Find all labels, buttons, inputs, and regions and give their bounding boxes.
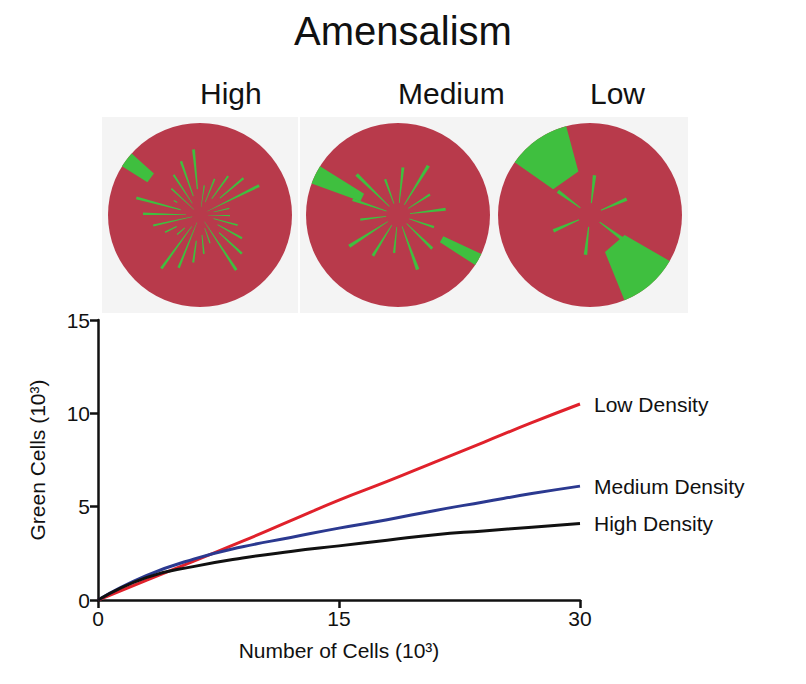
- svg-text:Medium Density: Medium Density: [594, 475, 745, 498]
- svg-text:15: 15: [67, 309, 90, 332]
- svg-text:0: 0: [92, 607, 104, 630]
- svg-text:Low: Low: [590, 77, 645, 110]
- svg-text:High: High: [200, 77, 262, 110]
- svg-text:5: 5: [78, 495, 90, 518]
- svg-text:10: 10: [67, 402, 90, 425]
- svg-text:Green Cells (10³): Green Cells (10³): [26, 379, 49, 540]
- svg-text:0: 0: [78, 589, 90, 612]
- svg-text:High Density: High Density: [594, 512, 714, 535]
- svg-text:Low Density: Low Density: [594, 393, 709, 416]
- svg-text:Medium: Medium: [398, 77, 505, 110]
- svg-text:15: 15: [327, 607, 350, 630]
- svg-text:Number of Cells (10³): Number of Cells (10³): [239, 639, 440, 662]
- svg-text:Amensalism: Amensalism: [294, 9, 512, 53]
- svg-text:30: 30: [568, 607, 591, 630]
